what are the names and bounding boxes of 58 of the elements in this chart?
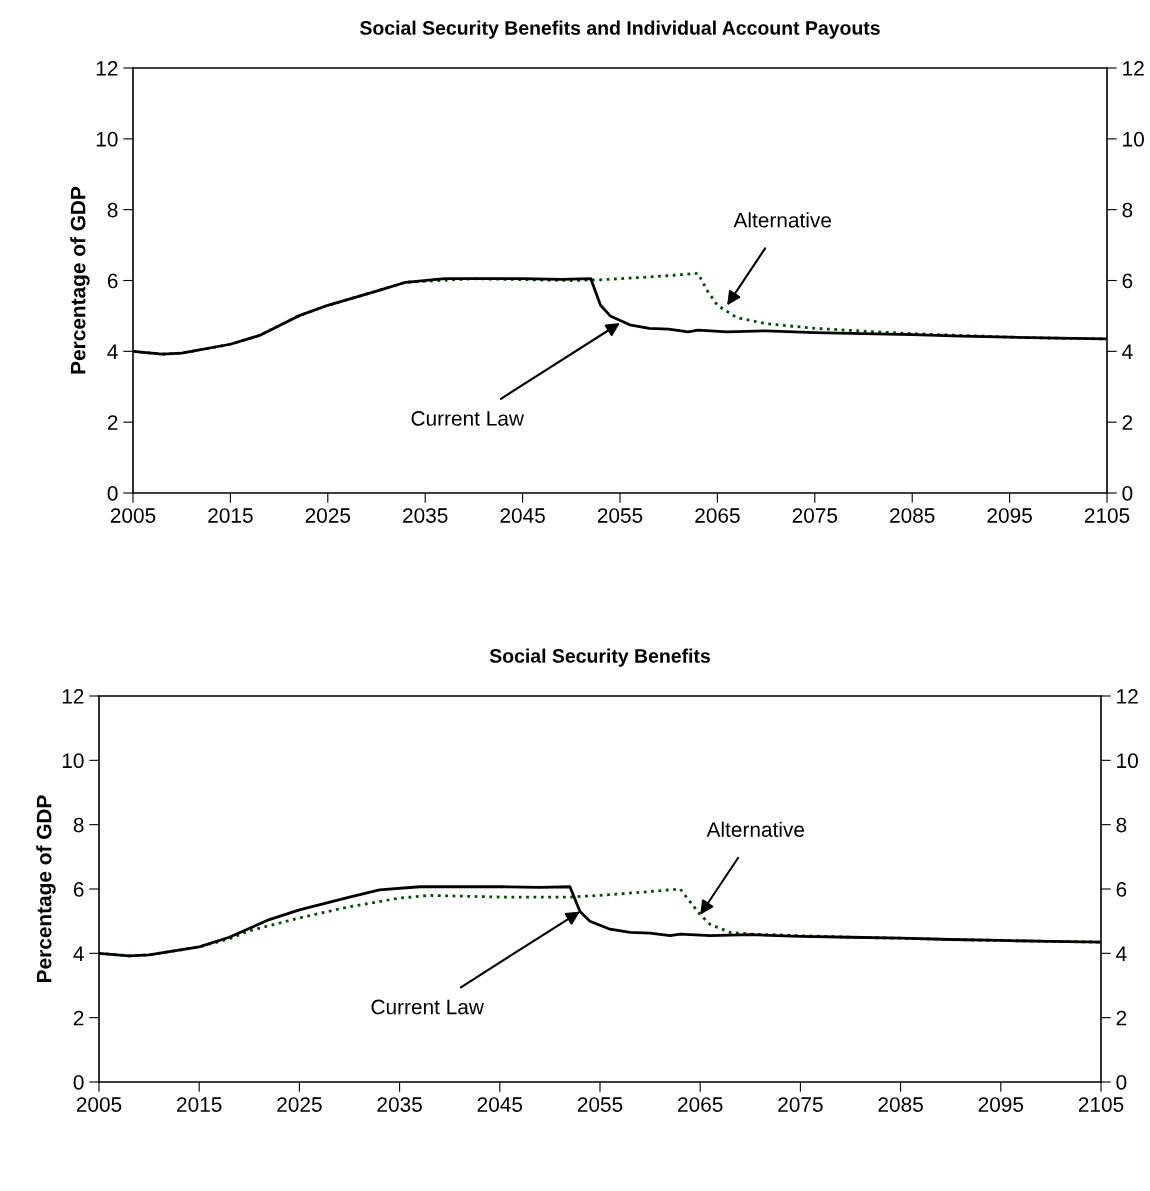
x-tick-label: 2025 bbox=[277, 1097, 322, 1112]
y2-tick-label: 8 bbox=[1122, 202, 1133, 218]
y-tick-label: 0 bbox=[73, 1075, 84, 1090]
y-tick-label: 2 bbox=[107, 415, 118, 430]
y2-tick-label: 2 bbox=[1116, 1010, 1127, 1026]
y2-tick-label: 6 bbox=[1122, 273, 1133, 289]
x-tick-label: 2035 bbox=[377, 1097, 422, 1112]
y-tick-label: 10 bbox=[62, 753, 84, 769]
x-tick-label: 2015 bbox=[177, 1097, 222, 1112]
y2-tick-label: 6 bbox=[1116, 882, 1127, 897]
annotation: Current Law bbox=[371, 999, 484, 1015]
annotation: Alternative bbox=[733, 212, 831, 228]
y-tick-label: 6 bbox=[107, 273, 118, 289]
x-tick-label: 2045 bbox=[477, 1097, 523, 1112]
y2-tick-label: 2 bbox=[1122, 415, 1133, 430]
y2-tick-label: 0 bbox=[1122, 486, 1133, 501]
y-tick-label: 8 bbox=[107, 202, 118, 218]
chart-title: Social Security Benefits and Individual Account Payouts bbox=[360, 20, 880, 39]
x-tick-label: 2055 bbox=[597, 508, 643, 523]
x-tick-label: 2065 bbox=[678, 1097, 723, 1112]
x-tick-label: 2095 bbox=[987, 508, 1032, 523]
y2-tick-label: 12 bbox=[1123, 61, 1144, 76]
x-tick-label: 2065 bbox=[695, 508, 740, 523]
y-tick-label: 6 bbox=[73, 882, 84, 897]
x-tick-label: 2005 bbox=[110, 508, 156, 523]
chart-title: Social Security Benefits bbox=[489, 648, 710, 667]
y-axis-title: Percentage of GDP bbox=[36, 795, 56, 982]
y2-tick-label: 0 bbox=[1116, 1075, 1127, 1090]
y-tick-label: 4 bbox=[73, 946, 84, 961]
y2-tick-label: 4 bbox=[1116, 946, 1127, 961]
x-tick-label: 2075 bbox=[778, 1097, 823, 1112]
annotation: Alternative bbox=[706, 821, 805, 837]
x-tick-label: 2015 bbox=[208, 508, 253, 523]
y2-tick-label: 4 bbox=[1122, 344, 1133, 359]
y-tick-label: 2 bbox=[73, 1010, 84, 1026]
x-tick-label: 2055 bbox=[577, 1097, 623, 1112]
x-tick-label: 2005 bbox=[76, 1097, 122, 1112]
x-tick-label: 2085 bbox=[878, 1097, 923, 1112]
y-axis-title: Percentage of GDP bbox=[70, 186, 90, 374]
x-tick-label: 2085 bbox=[890, 508, 935, 523]
y2-tick-label: 10 bbox=[1123, 131, 1144, 147]
y-tick-label: 12 bbox=[62, 689, 84, 704]
y2-tick-label: 12 bbox=[1117, 689, 1138, 704]
x-tick-label: 2035 bbox=[403, 508, 448, 523]
y-tick-label: 10 bbox=[96, 131, 118, 147]
y-tick-label: 12 bbox=[96, 61, 118, 76]
x-tick-label: 2075 bbox=[792, 508, 838, 523]
y-tick-label: 8 bbox=[73, 817, 84, 833]
x-tick-label: 2095 bbox=[978, 1097, 1024, 1112]
annotation: Current Law bbox=[411, 411, 525, 426]
y-tick-label: 4 bbox=[107, 344, 118, 359]
y2-tick-label: 10 bbox=[1117, 753, 1138, 769]
x-tick-label: 2045 bbox=[500, 508, 545, 523]
x-tick-label: 2025 bbox=[305, 508, 351, 523]
y2-tick-label: 8 bbox=[1116, 817, 1127, 833]
y-tick-label: 0 bbox=[107, 486, 118, 501]
x-tick-label: 2105 bbox=[1084, 508, 1130, 523]
x-tick-label: 2105 bbox=[1078, 1097, 1124, 1112]
